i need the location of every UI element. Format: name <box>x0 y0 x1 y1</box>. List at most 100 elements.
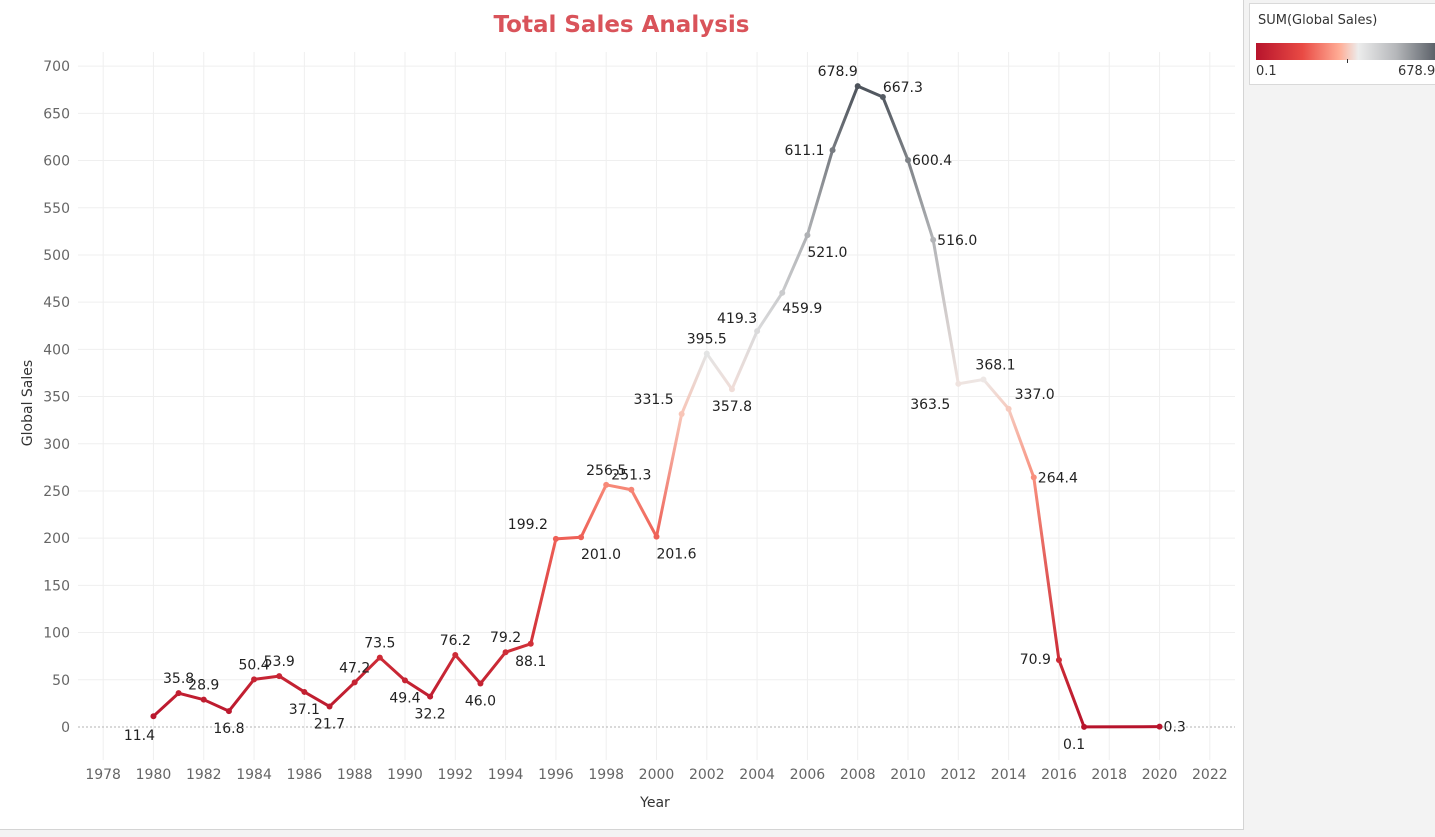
data-label: 331.5 <box>634 392 674 408</box>
x-tick-label: 1992 <box>437 767 473 783</box>
line-segment <box>428 653 457 699</box>
data-point <box>879 94 886 101</box>
line-segment <box>177 691 206 702</box>
data-point <box>1005 405 1012 412</box>
line-chart: 0 50 100 150 200 250 300 350 400 450 500 550 600 650 7… <box>20 52 1235 811</box>
data-label: 37.1 <box>289 702 320 718</box>
line-segment <box>1057 658 1086 729</box>
x-tick-label: 2008 <box>840 767 876 783</box>
data-label: 76.2 <box>440 633 471 649</box>
x-tick-label: 2012 <box>941 767 977 783</box>
x-tick-label: 2014 <box>991 767 1027 783</box>
line-segment <box>831 84 860 152</box>
line-segment <box>302 690 332 708</box>
data-label: 53.9 <box>264 654 295 670</box>
line-segment <box>881 95 910 162</box>
y-tick-label: 0 <box>61 720 70 736</box>
y-tick-label: 150 <box>43 578 70 594</box>
data-point <box>1156 723 1163 730</box>
line-segment <box>151 691 181 718</box>
data-label: 21.7 <box>314 716 345 732</box>
y-tick-label: 350 <box>43 390 70 406</box>
data-point <box>678 411 685 418</box>
x-tick-label: 2010 <box>890 767 926 783</box>
legend-color-ramp <box>1256 43 1435 60</box>
x-tick-label: 1980 <box>136 767 172 783</box>
legend-max-label: 678.9 <box>1398 64 1435 79</box>
x-axis-title: Year <box>639 795 670 811</box>
x-tick-label: 1984 <box>236 767 272 783</box>
x-tick-label: 2006 <box>790 767 826 783</box>
data-point <box>754 328 761 335</box>
data-label: 363.5 <box>910 397 950 413</box>
x-tick-label: 2004 <box>739 767 775 783</box>
data-label: 667.3 <box>883 80 923 96</box>
y-tick-label: 550 <box>43 201 70 217</box>
data-label: 368.1 <box>975 357 1015 373</box>
line-segment <box>202 698 231 713</box>
data-label: 357.8 <box>712 399 752 415</box>
line-segment <box>931 238 960 386</box>
data-label: 88.1 <box>515 654 546 670</box>
y-axis-title: Global Sales <box>20 360 36 446</box>
data-label: 70.9 <box>1020 652 1051 668</box>
data-label: 611.1 <box>784 143 824 159</box>
data-label: 199.2 <box>508 517 548 533</box>
line-segment <box>705 352 734 391</box>
data-label: 459.9 <box>782 301 822 317</box>
data-label: 47.2 <box>339 660 370 676</box>
data-label: 28.9 <box>188 678 219 694</box>
x-tick-label: 2000 <box>639 767 675 783</box>
data-label: 395.5 <box>687 332 727 348</box>
line-segment <box>680 352 709 416</box>
line-segment <box>805 148 835 237</box>
data-point <box>1030 474 1037 481</box>
data-point <box>980 376 987 383</box>
data-label: 521.0 <box>807 245 847 261</box>
line-segment <box>1007 407 1036 479</box>
data-label: 35.8 <box>163 671 194 687</box>
y-tick-label: 200 <box>43 531 70 547</box>
data-point <box>930 236 937 243</box>
data-point <box>502 649 509 656</box>
color-legend[interactable]: SUM(Global Sales) 0.1 678.9 <box>1249 3 1435 85</box>
x-tick-label: 1988 <box>337 767 373 783</box>
data-point <box>301 688 308 695</box>
x-tick-label: 2018 <box>1091 767 1127 783</box>
data-label: 264.4 <box>1038 470 1078 486</box>
x-tick-label: 1998 <box>588 767 624 783</box>
line-segment <box>1032 475 1061 662</box>
line-segment <box>755 291 784 333</box>
data-point <box>376 654 383 661</box>
line-segment <box>906 158 935 242</box>
data-point <box>653 533 660 540</box>
line-segment <box>956 377 985 386</box>
y-tick-label: 400 <box>43 342 70 358</box>
line-segment <box>529 537 558 646</box>
grid-lines <box>78 52 1235 760</box>
line-segment <box>227 677 256 713</box>
y-tick-label: 100 <box>43 626 70 642</box>
data-point <box>804 232 811 239</box>
worksheet: Total Sales Analysis 0 50 100 150 200 250 300 3… <box>0 0 1244 830</box>
line-segment <box>328 680 357 708</box>
x-tick-label: 1996 <box>538 767 574 783</box>
line-segment <box>856 84 885 99</box>
x-tick-label: 1994 <box>488 767 524 783</box>
x-tick-label: 2016 <box>1041 767 1077 783</box>
data-label: 337.0 <box>1015 387 1055 403</box>
data-label: 32.2 <box>415 707 446 723</box>
data-point <box>779 289 786 296</box>
data-point <box>251 676 258 683</box>
data-point <box>728 386 735 393</box>
x-tick-label: 1982 <box>186 767 222 783</box>
line-segment <box>277 674 306 694</box>
data-point <box>175 690 182 697</box>
line-segment <box>780 233 809 295</box>
data-point <box>427 693 434 700</box>
data-label: 79.2 <box>490 630 521 646</box>
legend-midpoint-tick <box>1347 59 1348 63</box>
x-tick-label: 1978 <box>85 767 121 783</box>
data-point <box>452 652 459 659</box>
data-label: 678.9 <box>818 64 858 80</box>
